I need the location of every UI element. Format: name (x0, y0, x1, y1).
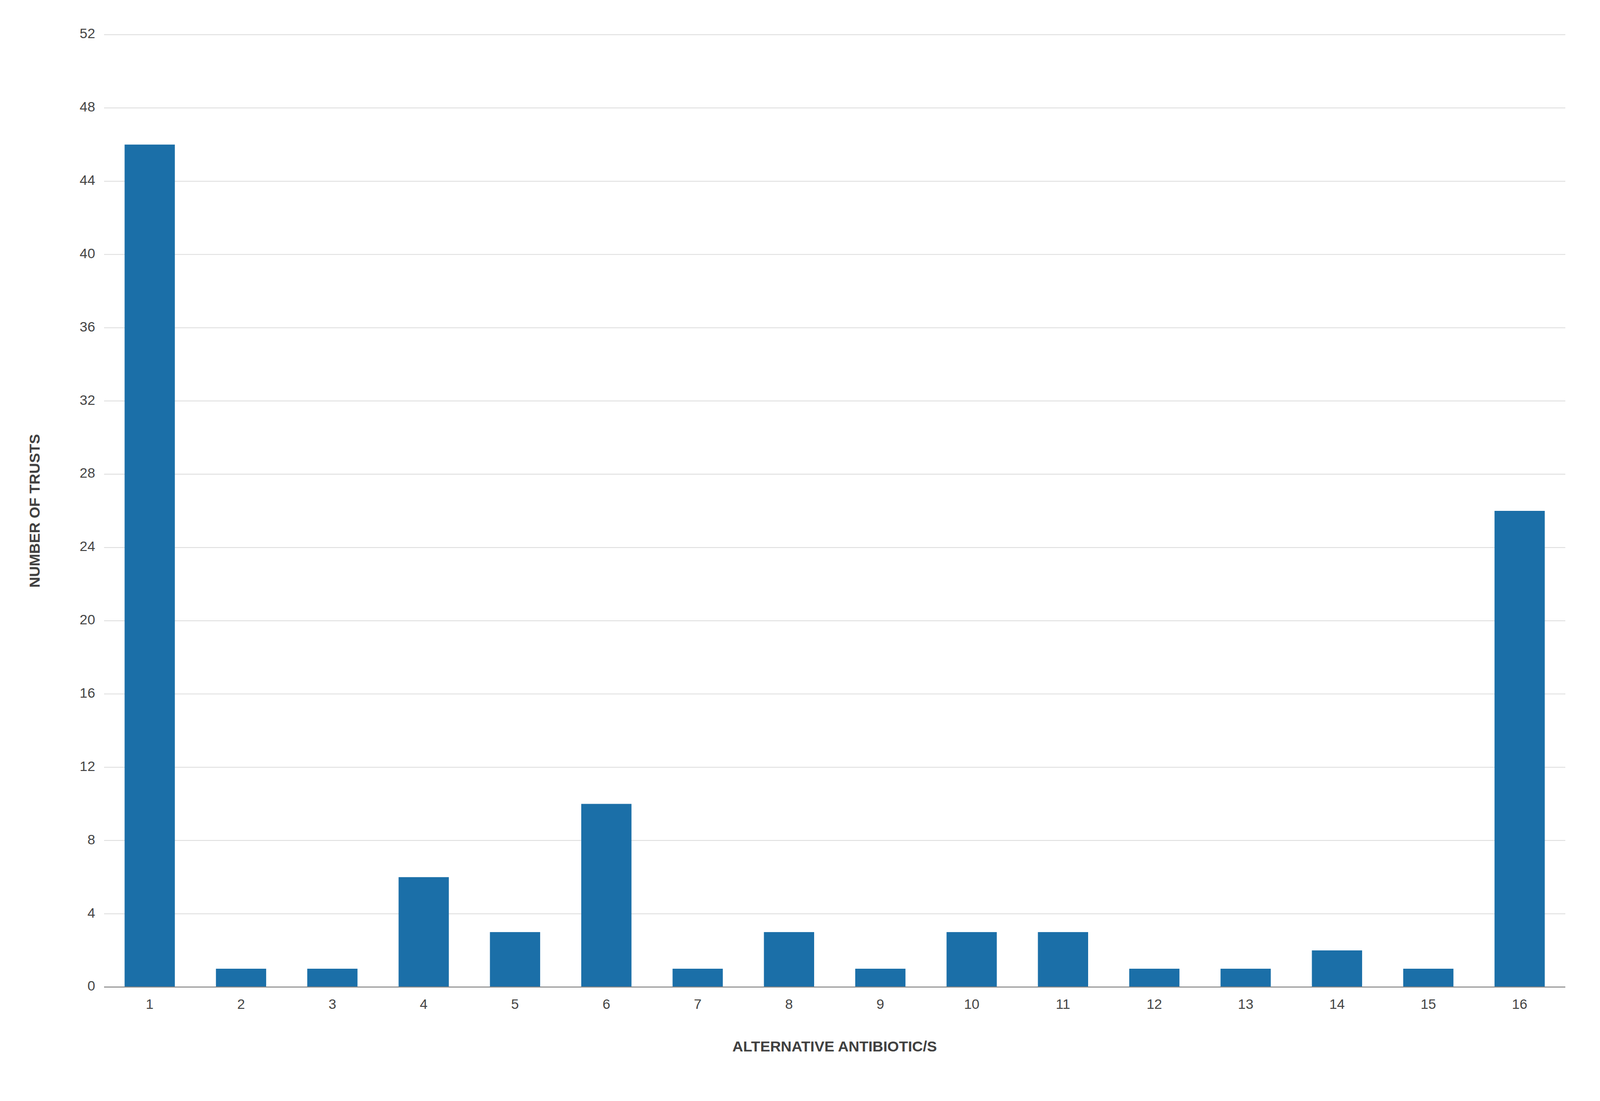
y-axis-label: NUMBER OF TRUSTS (26, 434, 43, 588)
x-axis-label: ALTERNATIVE ANTIBIOTIC/S (732, 1038, 938, 1055)
x-tick-label: 4 (419, 996, 428, 1012)
y-tick-label: 8 (87, 831, 96, 848)
grid-line (104, 986, 1566, 988)
x-tick-label: 2 (237, 996, 246, 1012)
y-tick-label: 12 (79, 758, 96, 774)
bar (672, 968, 723, 988)
x-tick-label: 12 (1146, 996, 1162, 1012)
bar (490, 932, 541, 988)
x-tick-label: 8 (785, 996, 794, 1012)
y-tick-label: 20 (79, 611, 96, 628)
grid-line (104, 107, 1566, 109)
y-tick-label: 0 (87, 978, 96, 994)
grid-line (104, 767, 1566, 769)
grid-line (104, 547, 1566, 549)
y-tick-label: 16 (79, 685, 96, 701)
bar (398, 877, 449, 988)
grid-line (104, 34, 1566, 36)
x-tick-label: 7 (693, 996, 702, 1012)
y-tick-label: 36 (79, 319, 96, 335)
x-tick-label: 5 (511, 996, 520, 1012)
grid-line (104, 693, 1566, 695)
x-tick-label: 10 (963, 996, 980, 1012)
y-tick-label: 40 (79, 245, 96, 262)
bar (1312, 950, 1363, 988)
y-tick-label: 44 (79, 172, 96, 188)
bar (855, 968, 906, 988)
x-tick-label: 3 (328, 996, 337, 1012)
x-tick-label: 13 (1237, 996, 1254, 1012)
grid-line (104, 620, 1566, 622)
bar (124, 144, 175, 988)
y-ticks: 0481216202428323640444852 (79, 25, 96, 994)
bar (581, 803, 632, 988)
x-tick-label: 11 (1055, 996, 1071, 1012)
x-tick-label: 16 (1511, 996, 1528, 1012)
grid-line (104, 473, 1566, 475)
bar (307, 968, 358, 988)
y-tick-label: 52 (79, 25, 96, 42)
bar (1129, 968, 1180, 988)
background (0, 0, 1600, 1101)
x-tick-label: 1 (145, 996, 154, 1012)
bar (1494, 510, 1545, 988)
y-tick-label: 28 (79, 465, 96, 481)
y-tick-label: 32 (79, 392, 96, 408)
grid-line (104, 327, 1566, 329)
bar (1220, 968, 1271, 988)
x-ticks: 12345678910111213141516 (145, 996, 1528, 1012)
bar (764, 932, 815, 988)
bars (124, 144, 1545, 988)
x-tick-label: 6 (602, 996, 611, 1012)
y-tick-label: 48 (79, 99, 96, 115)
y-tick-label: 4 (87, 905, 96, 921)
grid-line (104, 180, 1566, 182)
grid-line (104, 913, 1566, 915)
grid-line (104, 400, 1566, 402)
grid-line (104, 254, 1566, 256)
bar (216, 968, 267, 988)
grid (104, 34, 1566, 988)
bar (946, 932, 997, 988)
bar (1038, 932, 1089, 988)
y-tick-label: 24 (79, 538, 96, 554)
x-axis-line (104, 986, 1566, 988)
grid-line (104, 840, 1566, 842)
x-tick-label: 15 (1420, 996, 1436, 1012)
x-tick-label: 9 (876, 996, 885, 1012)
chart: 0481216202428323640444852123456789101112… (0, 0, 1600, 1101)
bar (1403, 968, 1454, 988)
x-tick-label: 14 (1329, 996, 1345, 1012)
